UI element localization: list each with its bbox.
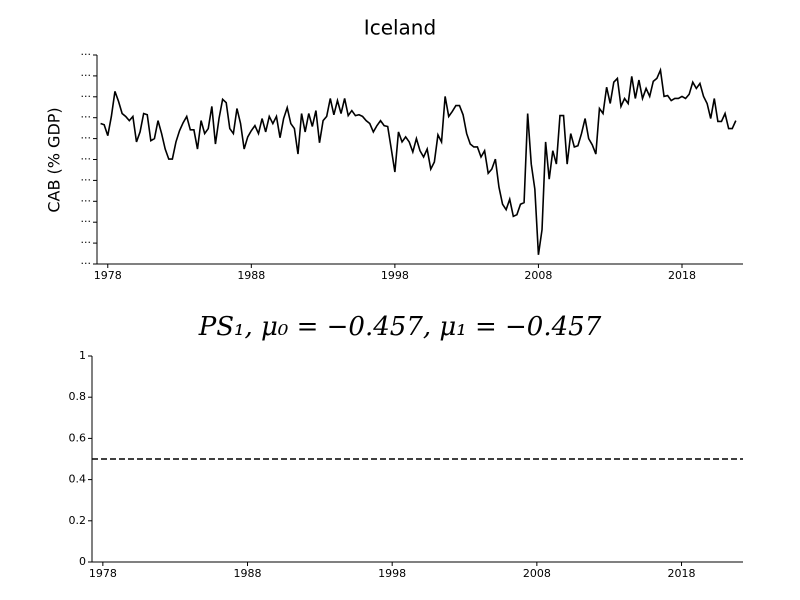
- x-tick-label: 1978: [89, 567, 117, 580]
- x-tick-label: 2008: [523, 567, 551, 580]
- y-tick-label: 0.8: [69, 390, 87, 403]
- x-tick-label: 2018: [668, 567, 696, 580]
- x-tick-label: 1998: [378, 567, 406, 580]
- y-tick-label: ...: [81, 108, 92, 121]
- x-tick-label: 1988: [234, 567, 262, 580]
- chart-title: PS₁, μ₀ = −0.457, μ₁ = −0.457: [198, 312, 602, 342]
- y-tick-label: 0.6: [69, 431, 87, 444]
- y-tick-label: ...: [81, 150, 92, 163]
- y-tick-label: 0.2: [69, 514, 87, 527]
- x-tick-label: 1978: [94, 269, 122, 282]
- y-tick-label: ...: [81, 87, 92, 100]
- x-tick-label: 2008: [524, 269, 552, 282]
- y-tick-label: 0.4: [69, 473, 87, 486]
- x-tick-label: 1998: [381, 269, 409, 282]
- y-tick-label: ...: [81, 129, 92, 142]
- x-tick-label: 1988: [237, 269, 265, 282]
- data-line: [100, 67, 737, 255]
- x-tick-label: 2018: [668, 269, 696, 282]
- chart-title: Iceland: [364, 16, 436, 40]
- y-axis-label: CAB (% GDP): [45, 107, 64, 212]
- y-tick-label: ...: [81, 66, 92, 79]
- y-tick-label: ...: [81, 45, 92, 58]
- y-tick-label: ...: [81, 191, 92, 204]
- y-tick-label: ...: [81, 170, 92, 183]
- y-tick-label: 1: [79, 349, 86, 362]
- y-tick-label: ...: [81, 212, 92, 225]
- y-tick-label: ...: [81, 233, 92, 246]
- y-tick-label: 0: [79, 555, 86, 568]
- y-tick-label: ...: [81, 254, 92, 267]
